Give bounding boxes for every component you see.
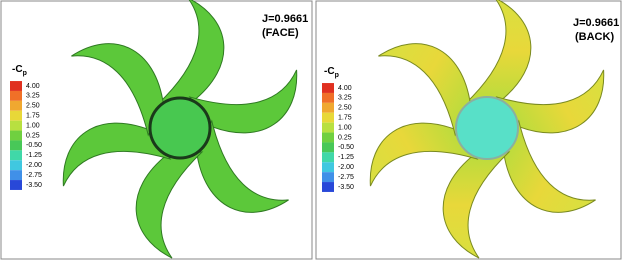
colorbar-level: 0.25 xyxy=(338,134,352,141)
colorbar-swatch xyxy=(10,150,22,160)
colorbar-title-sub: p xyxy=(23,70,27,77)
colorbar-level: -3.50 xyxy=(26,182,42,189)
colorbar-swatch xyxy=(322,142,334,152)
colorbar-level: 2.50 xyxy=(26,103,40,110)
colorbar-level: 2.50 xyxy=(338,105,352,112)
colorbar-swatch xyxy=(322,162,334,172)
colorbar-level: -1.25 xyxy=(26,152,42,159)
colorbar-level: 1.00 xyxy=(26,122,40,129)
colorbar-swatch xyxy=(322,103,334,113)
colorbar-title-main: -C xyxy=(324,66,335,77)
hub xyxy=(456,97,518,159)
colorbar-swatch xyxy=(10,111,22,121)
colorbar-swatch xyxy=(10,91,22,101)
figure: J=0.9661 (FACE) J=0.9661 (BACK) -Cp4.003… xyxy=(0,0,622,261)
colorbar-title-sub: p xyxy=(335,72,339,79)
colorbar-level: -2.75 xyxy=(338,174,354,181)
j-label: J=0.9661 xyxy=(262,13,308,25)
j-label: J=0.9661 xyxy=(573,17,619,29)
colorbar-swatch xyxy=(10,101,22,111)
colorbar-level: -2.00 xyxy=(338,164,354,171)
hub xyxy=(150,98,210,158)
colorbar-swatch xyxy=(10,131,22,141)
colorbar-level: 4.00 xyxy=(338,85,352,92)
colorbar-level: 1.75 xyxy=(338,115,352,122)
colorbar-level: -1.25 xyxy=(338,154,354,161)
colorbar-level: -2.00 xyxy=(26,162,42,169)
colorbar-level: 4.00 xyxy=(26,83,40,90)
colorbar-level: -2.75 xyxy=(26,172,42,179)
colorbar-level: 1.75 xyxy=(26,113,40,120)
colorbar-swatch xyxy=(10,170,22,180)
colorbar-level: 3.25 xyxy=(338,95,352,102)
colorbar-level: 1.00 xyxy=(338,124,352,131)
colorbar-swatch xyxy=(322,152,334,162)
colorbar-level: -0.50 xyxy=(26,142,42,149)
colorbar-swatch xyxy=(322,83,334,93)
colorbar-swatch xyxy=(322,123,334,133)
colorbar-swatch xyxy=(322,113,334,123)
colorbar-swatch xyxy=(10,180,22,190)
colorbar-swatch xyxy=(10,140,22,150)
colorbar-swatch xyxy=(10,160,22,170)
page: {"panels": [ {"j_label": "J=0.9661", "si… xyxy=(0,0,622,261)
colorbar-swatch xyxy=(10,81,22,91)
side-label: (FACE) xyxy=(262,27,299,39)
colorbar-swatch xyxy=(322,133,334,143)
colorbar-level: -0.50 xyxy=(338,144,354,151)
colorbar-swatch xyxy=(322,182,334,192)
side-label: (BACK) xyxy=(575,31,614,43)
colorbar-swatch xyxy=(10,121,22,131)
colorbar-swatch xyxy=(322,172,334,182)
colorbar-level: -3.50 xyxy=(338,184,354,191)
colorbar-level: 3.25 xyxy=(26,93,40,100)
colorbar-swatch xyxy=(322,93,334,103)
colorbar-title-main: -C xyxy=(12,64,23,75)
colorbar-level: 0.25 xyxy=(26,132,40,139)
